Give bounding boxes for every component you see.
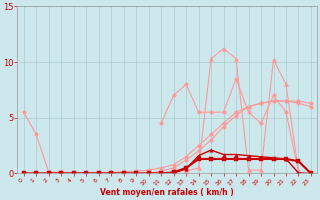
- X-axis label: Vent moyen/en rafales ( km/h ): Vent moyen/en rafales ( km/h ): [100, 188, 234, 197]
